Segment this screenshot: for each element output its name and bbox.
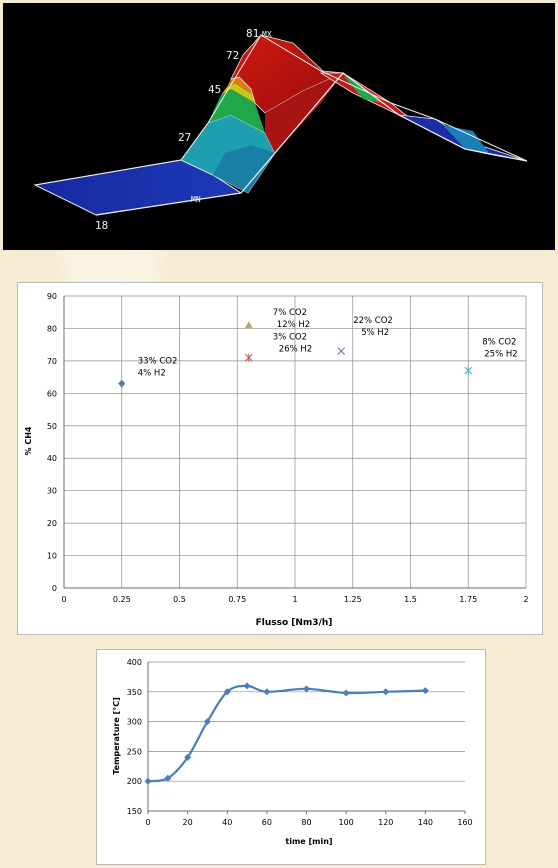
scatter-y-tick-label: 80: [47, 324, 57, 333]
temperature-data-point: [421, 687, 429, 695]
line-x-tick-label: 120: [378, 818, 393, 827]
scatter-point-star: [464, 366, 473, 375]
scatter-point-label-co2: 8% CO2: [482, 338, 516, 348]
temperature-data-point: [203, 718, 211, 726]
scatter-point-label-co2: 22% CO2: [353, 316, 393, 326]
scatter-point-labels: 33% CO2 4% H2 7% CO2 12% H2 3% CO2 26% H2 22% …: [138, 308, 518, 378]
line-y-tick-label: 250: [127, 747, 142, 756]
scatter-chart-panel: 0 0.25 0.5 0.75 1 1.25 1.5 1.75 2 0 10 20 30 40 50 60 70…: [17, 282, 543, 635]
scatter-point-diamond: [118, 379, 126, 388]
contour-label-18: 18: [95, 219, 108, 232]
min-marker: MN: [191, 195, 201, 204]
scatter-point-label-h2: 12% H2: [277, 320, 310, 330]
line-grid: [147, 661, 466, 814]
temperature-data-point: [164, 774, 172, 782]
scatter-x-tick-label: 1: [292, 595, 297, 604]
line-x-tick-label: 40: [222, 818, 232, 827]
contour-label-27: 27: [178, 131, 191, 144]
scatter-x-tick-label: 0.5: [173, 595, 186, 604]
contour-label-81: 81: [246, 27, 259, 40]
temperature-series-line: [147, 684, 426, 783]
surface-plot: 81 72 45 27 18 MX MN: [33, 27, 528, 232]
line-tick-labels: 150 200 250 300 350 400 0 20 40 60 80 100 120 140 160: [127, 658, 473, 827]
scatter-x-tick-label: 0.25: [113, 595, 131, 604]
scatter-y-tick-label: 40: [47, 454, 57, 463]
line-x-tick-label: 160: [457, 818, 472, 827]
temperature-data-point: [342, 689, 350, 697]
scatter-y-tick-label: 10: [47, 552, 57, 561]
scatter-x-tick-label: 1.5: [404, 595, 417, 604]
max-marker: MX: [262, 30, 272, 39]
line-y-axis-label: Temperature [°C]: [112, 697, 121, 775]
line-x-tick-label: 100: [338, 818, 353, 827]
scatter-y-tick-label: 20: [47, 519, 57, 528]
scatter-y-tick-label: 50: [47, 422, 57, 431]
line-x-tick-label: 140: [418, 818, 433, 827]
surface-plot-panel: 81 72 45 27 18 MX MN: [3, 3, 555, 250]
line-x-tick-label: 20: [183, 818, 193, 827]
scatter-point-x: [337, 347, 346, 356]
scatter-point-label-h2: 4% H2: [138, 369, 166, 379]
temperature-data-point: [263, 688, 271, 696]
line-chart-panel: 150 200 250 300 350 400 0 20 40 60 80 100 120 140 160 …: [96, 649, 486, 865]
scatter-point-triangle: [244, 321, 253, 329]
scatter-x-tick-label: 0.75: [228, 595, 246, 604]
scatter-x-tick-label: 1.75: [459, 595, 477, 604]
surface-high-peak-shade: [265, 73, 343, 153]
line-y-tick-label: 350: [127, 688, 142, 697]
temperature-data-point: [144, 777, 152, 785]
line-x-tick-label: 80: [301, 818, 311, 827]
surface-right-teal: [443, 125, 489, 153]
surface-mid-teal-dark: [213, 145, 275, 193]
contour-label-72: 72: [226, 49, 239, 62]
line-x-axis-label: time [min]: [285, 837, 332, 846]
scatter-y-tick-label: 70: [47, 357, 57, 366]
line-y-tick-label: 200: [127, 777, 142, 786]
surface-edge-front: [95, 72, 528, 216]
scatter-y-axis-label: % CH4: [24, 426, 33, 455]
scatter-points: [118, 321, 473, 388]
scatter-point-label-co2: 7% CO2: [273, 308, 307, 318]
scatter-point-star: [244, 353, 253, 362]
line-y-tick-label: 300: [127, 718, 142, 727]
scatter-tick-labels: 0 0.25 0.5 0.75 1 1.25 1.5 1.75 2010203040506070…: [47, 292, 529, 604]
line-x-tick-label: 60: [262, 818, 272, 827]
scatter-point-label-h2: 5% H2: [361, 328, 389, 338]
line-y-tick-label: 150: [127, 807, 142, 816]
scatter-point-label-h2: 25% H2: [484, 350, 517, 360]
scatter-x-tick-label: 1.25: [344, 595, 362, 604]
scatter-y-tick-label: 60: [47, 389, 57, 398]
scatter-chart: 0 0.25 0.5 0.75 1 1.25 1.5 1.75 2010203040506070…: [24, 292, 529, 628]
temperature-data-point: [223, 688, 231, 696]
contour-label-45: 45: [208, 83, 221, 96]
scatter-point-label-co2: 33% CO2: [138, 357, 178, 367]
scatter-grid: [63, 295, 527, 589]
scatter-x-axis-label: Flusso [Nm3/h]: [256, 618, 333, 628]
temperature-data-point: [303, 685, 310, 693]
scatter-x-tick-label: 0: [61, 595, 66, 604]
scatter-y-tick-label: 0: [52, 584, 57, 593]
scatter-x-tick-label: 2: [523, 595, 528, 604]
line-series: [144, 682, 429, 785]
scatter-y-tick-label: 90: [47, 292, 57, 301]
surface-edge-back: [34, 34, 528, 186]
temperature-data-point: [382, 688, 390, 696]
temperature-data-point: [184, 753, 192, 761]
line-x-tick-label: 0: [145, 818, 150, 827]
scatter-point-label-co2: 3% CO2: [273, 333, 307, 343]
surface-right-slope: [319, 72, 528, 162]
line-y-tick-label: 400: [127, 658, 142, 667]
temperature-data-point: [243, 682, 251, 690]
scatter-y-tick-label: 30: [47, 487, 57, 496]
scatter-point-label-h2: 26% H2: [279, 345, 312, 355]
